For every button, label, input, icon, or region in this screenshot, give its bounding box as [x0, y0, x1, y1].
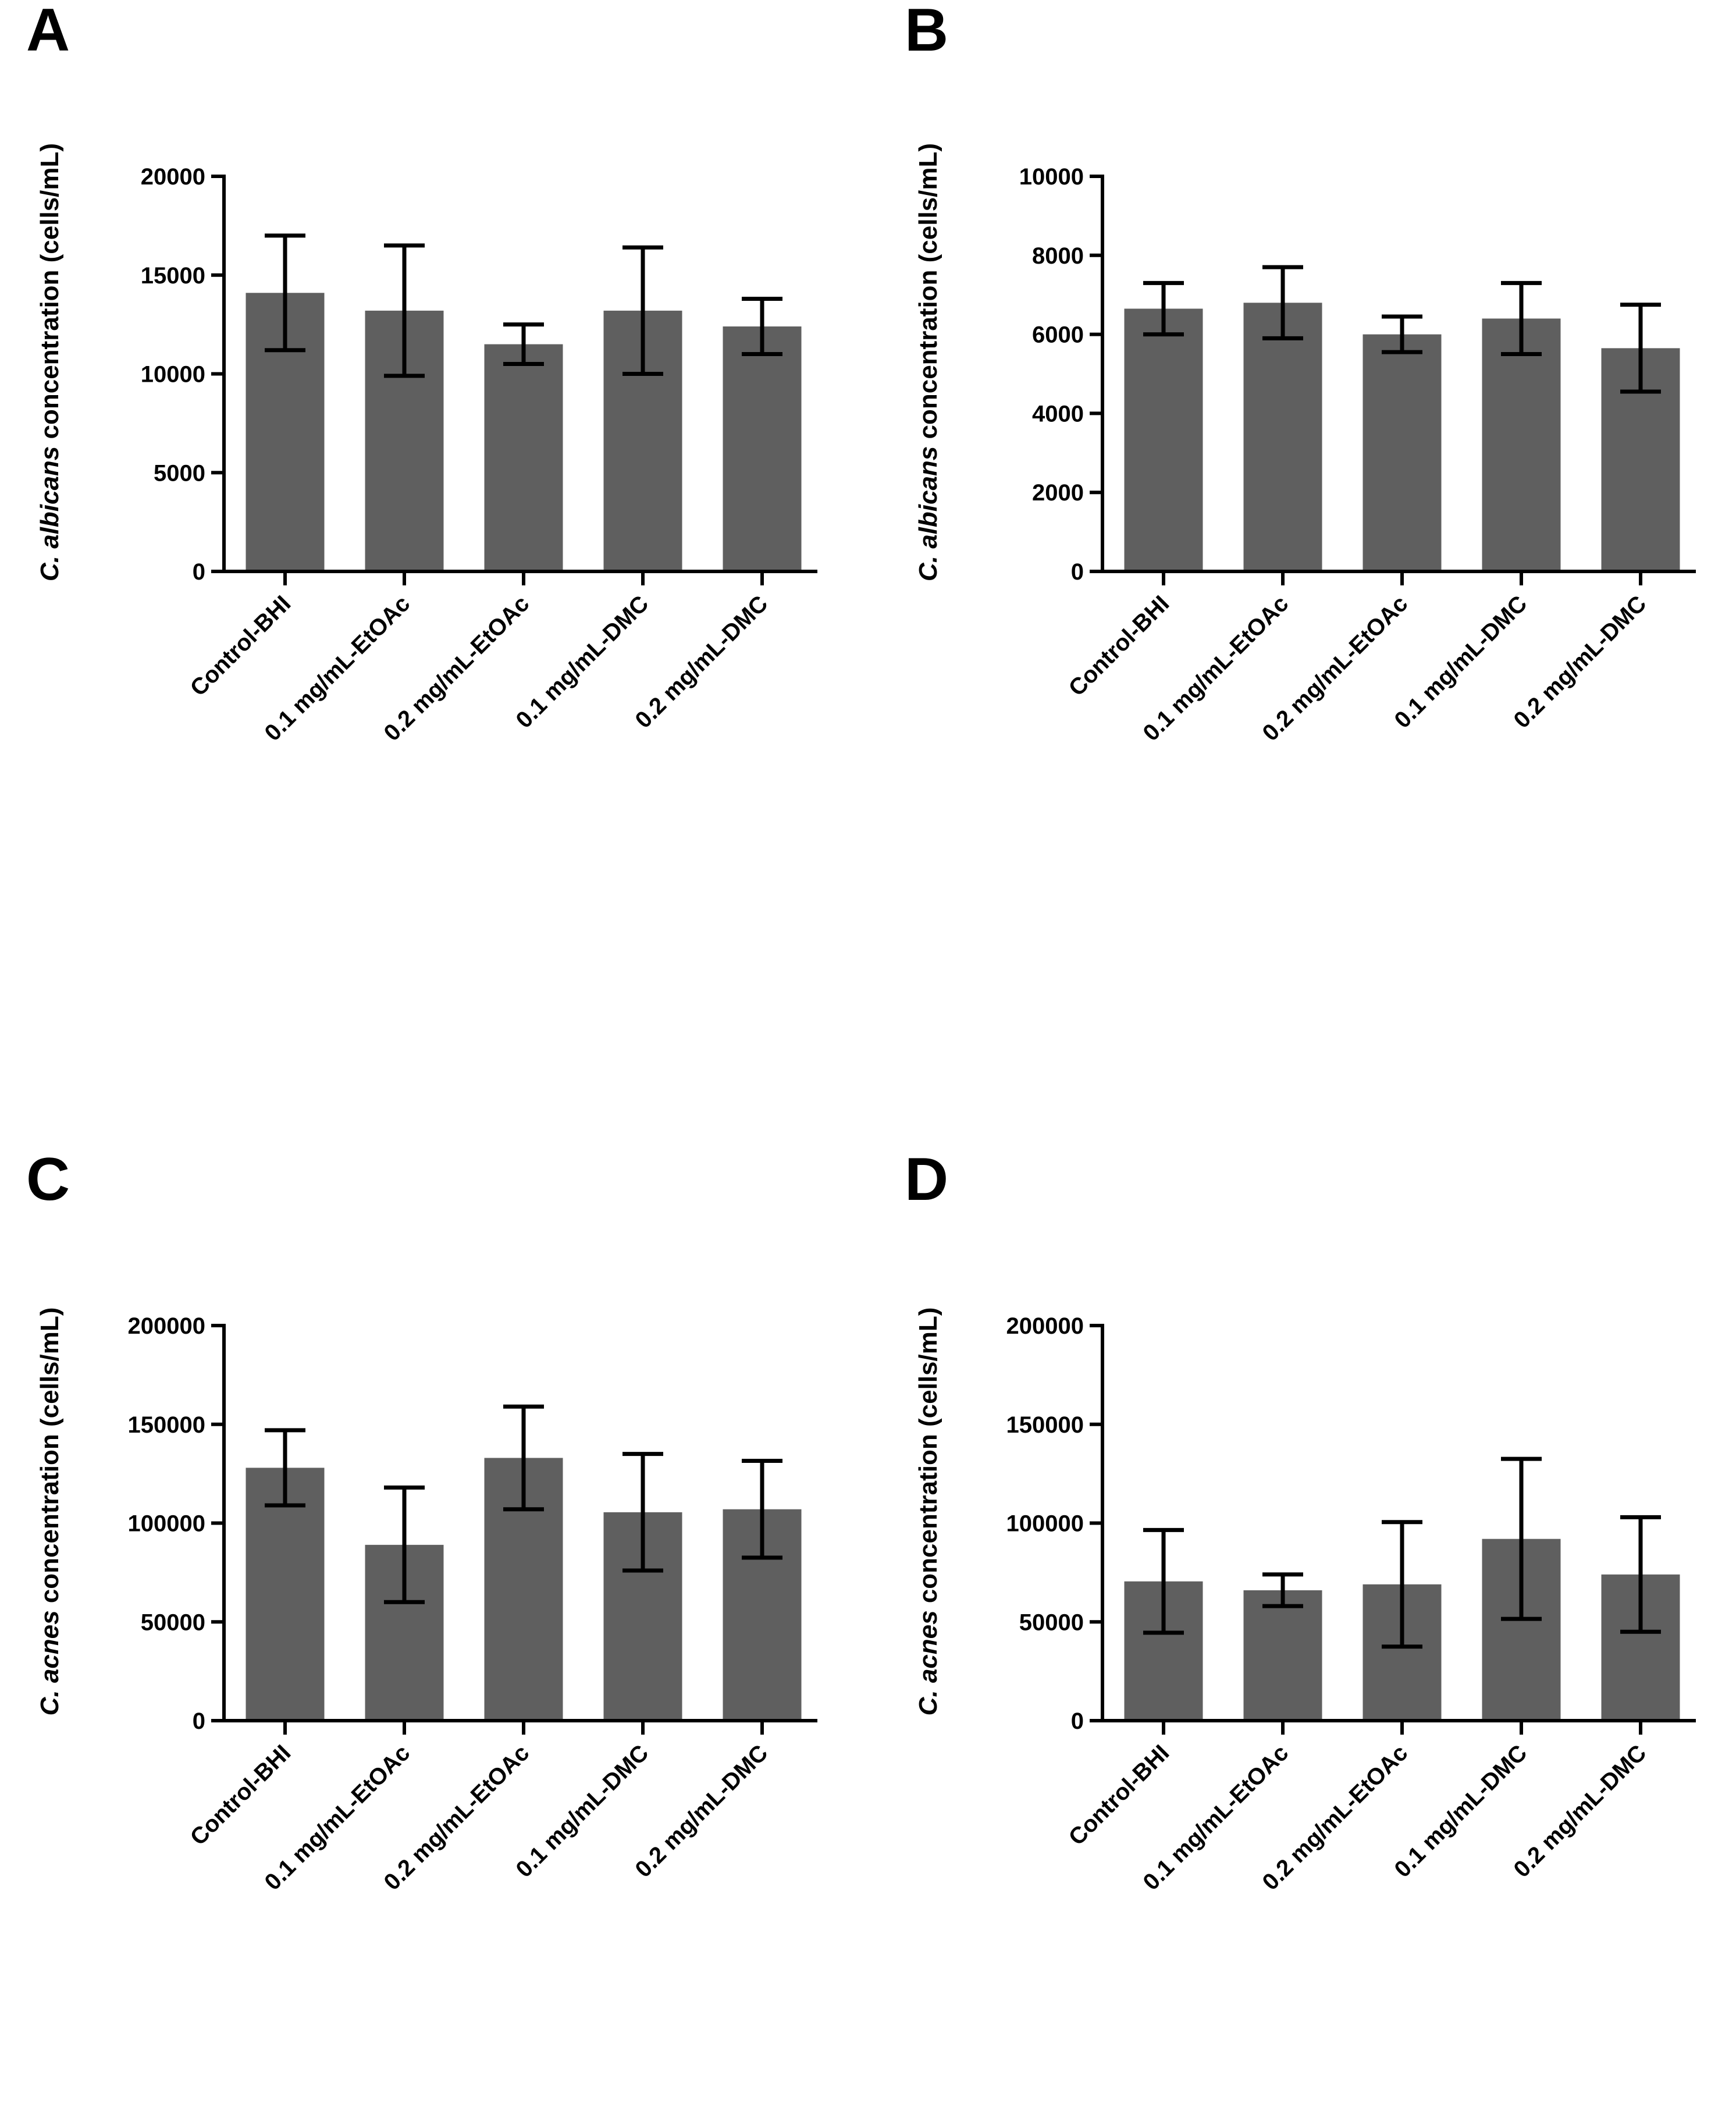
chart-panel-c: C C. acnes concentration (cells/mL) 0 5000… — [0, 1149, 868, 2121]
y-axis-title-units: concentration (cells/mL) — [914, 1308, 942, 1611]
bar-chart: C. acnes concentration (cells/mL) 0 50000 1… — [35, 1308, 817, 1895]
y-axis-title-organism: C. albicans — [914, 446, 942, 581]
panel-letter: A — [26, 0, 70, 64]
panel-letter: D — [905, 1146, 949, 1213]
y-axis-title: C. albicans concentration (cells/mL) — [35, 143, 64, 581]
y-axis-title-organism: C. acnes — [35, 1610, 64, 1715]
x-tick-label: Control-BHI — [1064, 591, 1175, 701]
y-tick-label: 8000 — [1032, 243, 1084, 269]
y-tick-label: 20000 — [141, 164, 205, 190]
x-tick-label: 0.2 mg/mL-DMC — [631, 1740, 773, 1882]
y-tick-label: 6000 — [1032, 322, 1084, 348]
y-tick-label: 0 — [193, 559, 205, 585]
y-axis-title-units: concentration (cells/mL) — [35, 1308, 64, 1611]
x-tick-label: 0.2 mg/mL-DMC — [1509, 1740, 1652, 1882]
y-tick-label: 0 — [193, 1708, 205, 1734]
y-axis-title-units: concentration (cells/mL) — [35, 143, 64, 446]
y-tick-label: 0 — [1071, 559, 1084, 585]
bar — [1243, 1590, 1322, 1721]
x-tick-label: 0.1 mg/mL-DMC — [511, 1740, 654, 1882]
y-tick-label: 200000 — [1006, 1313, 1084, 1339]
y-tick-label: 150000 — [128, 1412, 205, 1438]
y-tick-label: 5000 — [154, 460, 205, 486]
bar — [1363, 334, 1442, 571]
bar — [1243, 303, 1322, 571]
y-tick-label: 100000 — [1006, 1511, 1084, 1537]
x-tick-label: Control-BHI — [186, 1740, 296, 1850]
y-axis-title: C. acnes concentration (cells/mL) — [914, 1308, 942, 1716]
bar-chart: C. acnes concentration (cells/mL) 0 50000 1… — [914, 1308, 1696, 1895]
y-axis-title-organism: C. albicans — [35, 446, 64, 581]
bar — [1124, 308, 1203, 571]
x-tick-label: 0.1 mg/mL-DMC — [511, 591, 654, 733]
y-tick-label: 15000 — [141, 263, 205, 289]
bar-chart: C. albicans concentration (cells/mL) 0 200… — [914, 143, 1696, 746]
y-axis-title-units: concentration (cells/mL) — [914, 143, 942, 446]
x-tick-label: 0.2 mg/mL-DMC — [1509, 591, 1652, 733]
panel-letter: C — [26, 1146, 70, 1213]
y-tick-label: 50000 — [1019, 1610, 1084, 1635]
chart-panel-a: A C. albicans concentration (cells/mL) 0 5… — [0, 0, 868, 972]
bar — [1482, 318, 1561, 571]
y-tick-label: 4000 — [1032, 401, 1084, 427]
x-tick-label: 0.2 mg/mL-DMC — [631, 591, 773, 733]
y-tick-label: 50000 — [141, 1610, 205, 1635]
chart-panel-b: B C. albicans concentration (cells/mL) 0 2… — [878, 0, 1736, 972]
bar-chart: C. albicans concentration (cells/mL) 0 500… — [35, 143, 817, 746]
x-tick-label: Control-BHI — [1064, 1740, 1175, 1850]
bar — [484, 344, 563, 571]
bar — [723, 326, 802, 571]
panel-letter: B — [905, 0, 949, 64]
y-tick-label: 0 — [1071, 1708, 1084, 1734]
chart-panel-d: D C. acnes concentration (cells/mL) 0 5000… — [878, 1149, 1736, 2121]
y-tick-label: 10000 — [1019, 164, 1084, 190]
y-axis-title-organism: C. acnes — [914, 1610, 942, 1715]
y-axis-title: C. albicans concentration (cells/mL) — [914, 143, 942, 581]
y-tick-label: 2000 — [1032, 480, 1084, 506]
x-tick-label: 0.1 mg/mL-DMC — [1390, 1740, 1532, 1882]
y-tick-label: 10000 — [141, 362, 205, 388]
bar — [246, 1468, 325, 1721]
y-tick-label: 150000 — [1006, 1412, 1084, 1438]
y-tick-label: 100000 — [128, 1511, 205, 1537]
y-tick-label: 200000 — [128, 1313, 205, 1339]
x-tick-label: Control-BHI — [186, 591, 296, 701]
y-axis-title: C. acnes concentration (cells/mL) — [35, 1308, 64, 1716]
x-tick-label: 0.1 mg/mL-DMC — [1390, 591, 1532, 733]
